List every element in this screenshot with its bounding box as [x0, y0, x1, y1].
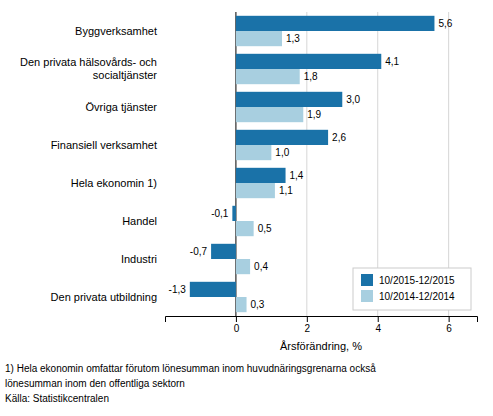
y-tick-label: Den privata hälsovårds- ochsocialtjänste…: [20, 56, 157, 80]
bar: [232, 206, 236, 221]
x-tick-label: 2: [305, 323, 311, 334]
bar: [236, 69, 300, 84]
y-tick: Hela ekonomin 1): [71, 177, 165, 189]
y-tick-label: Industri: [121, 253, 157, 265]
data-label: 0,4: [254, 261, 268, 272]
y-tick: Övriga tjänster: [85, 101, 165, 113]
footnote: 1) Hela ekonomin omfattar förutom lönesu…: [5, 363, 376, 374]
plot: 0 2 4 6 Årsförändring, % Byggverksamhet Den pr…: [20, 12, 477, 352]
bar: [236, 54, 381, 69]
data-label: 3,0: [346, 94, 360, 105]
bar: [236, 297, 247, 312]
data-label: 1,9: [307, 109, 321, 120]
data-label: -1,3: [169, 284, 187, 295]
x-tick-mark: [307, 316, 308, 322]
x-tick-label: 6: [446, 323, 452, 334]
data-label: 0,5: [258, 223, 272, 234]
x-tick: 4: [375, 316, 381, 334]
legend-item: 10/2014-12/2014: [361, 290, 455, 302]
y-tick: Handel: [122, 215, 165, 227]
bar: [190, 282, 236, 297]
bar: [236, 130, 328, 145]
x-tick-label: 0: [234, 323, 240, 334]
y-tick-label: Hela ekonomin 1): [71, 177, 157, 189]
bar: [211, 244, 236, 259]
bar: [236, 183, 275, 198]
y-tick: Byggverksamhet: [75, 25, 165, 37]
legend-item: 10/2015-12/2015: [361, 274, 455, 286]
data-label: 5,6: [438, 18, 452, 29]
series: [190, 16, 435, 297]
data-label: 1,8: [304, 71, 318, 82]
y-tick: Den privata utbildning: [51, 291, 165, 303]
x-axis-line: [166, 317, 478, 323]
legend-swatch: [361, 274, 373, 286]
y-tick-label: Den privata utbildning: [51, 291, 157, 303]
legend: 10/2015-12/2015 10/2014-12/2014: [353, 268, 471, 310]
x-tick: 6: [446, 316, 452, 334]
x-axis-title: Årsförändring, %: [280, 340, 362, 352]
bar: [236, 16, 435, 31]
y-tick: Industri: [121, 253, 165, 265]
bar: [236, 168, 286, 183]
legend-box: [353, 268, 471, 310]
bar: [236, 92, 342, 107]
data-label: 0,3: [251, 299, 265, 310]
x-tick-mark: [449, 316, 450, 322]
x-axis: 0 2 4 6: [166, 316, 478, 334]
bar: [236, 221, 254, 236]
x-tick-mark: [378, 316, 379, 322]
data-labels: 5,6 4,1 3,0 2,6 1,4 -0,1 -0,7 -1,3 1,3 1,8 1,9 1,0 1…: [169, 18, 453, 310]
x-tick-label: 4: [375, 323, 381, 334]
y-tick: Den privata hälsovårds- ochsocialtjänste…: [20, 56, 165, 80]
chart: 0 2 4 6 Årsförändring, % Byggverksamhet Den pr…: [0, 0, 493, 416]
data-label: 1,0: [275, 147, 289, 158]
footnote: Källa: Statistikcentralen: [5, 393, 109, 404]
x-tick: 0: [234, 316, 240, 334]
x-tick-mark: [236, 316, 237, 322]
x-tick: 2: [305, 316, 311, 334]
data-label: 2,6: [332, 132, 346, 143]
series: [236, 31, 303, 312]
data-label: 1,4: [290, 170, 304, 181]
y-axis: Byggverksamhet Den privata hälsovårds- oc…: [20, 25, 165, 303]
y-tick: Finansiell verksamhet: [51, 139, 165, 151]
data-label: 1,3: [286, 33, 300, 44]
y-tick-label: Handel: [122, 215, 157, 227]
footnotes: 1) Hela ekonomin omfattar förutom lönesu…: [5, 363, 376, 404]
y-tick-label: Byggverksamhet: [75, 25, 157, 37]
legend-swatch: [361, 290, 373, 302]
bar: [236, 107, 303, 122]
y-tick-label: Finansiell verksamhet: [51, 139, 157, 151]
data-label: 4,1: [385, 56, 399, 67]
y-tick-label: Övriga tjänster: [85, 101, 157, 113]
data-label: 1,1: [279, 185, 293, 196]
bar: [236, 31, 282, 46]
legend-label: 10/2015-12/2015: [379, 275, 455, 286]
data-label: -0,7: [190, 246, 208, 257]
bar: [236, 145, 271, 160]
bar: [236, 259, 250, 274]
legend-label: 10/2014-12/2014: [379, 291, 455, 302]
data-label: -0,1: [211, 208, 229, 219]
footnote: lönesumman inom den offentliga sektorn: [5, 378, 185, 389]
